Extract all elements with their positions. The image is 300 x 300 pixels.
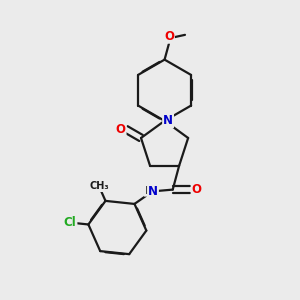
Text: N: N (163, 114, 173, 127)
Text: O: O (192, 183, 202, 196)
Text: N: N (148, 185, 158, 198)
Text: Cl: Cl (64, 216, 76, 229)
Text: O: O (164, 30, 174, 43)
Text: O: O (116, 123, 126, 136)
Text: CH₃: CH₃ (89, 181, 109, 191)
Text: H: H (145, 186, 153, 196)
